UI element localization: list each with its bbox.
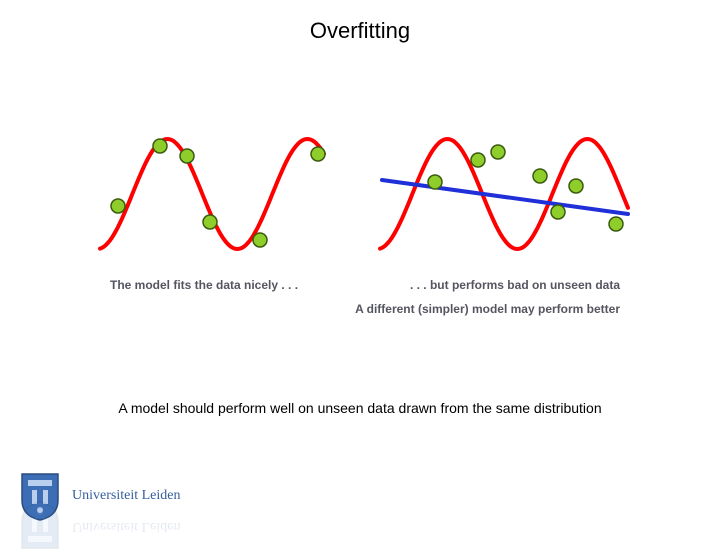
caption-right: . . . but performs bad on unseen data <box>410 278 620 292</box>
caption-row: The model fits the data nicely . . . . .… <box>0 278 720 292</box>
chart-right-svg <box>370 104 630 264</box>
slide-title: Overfitting <box>0 0 720 44</box>
logo-text: Universiteit Leiden <box>72 488 180 504</box>
chart-left-panel <box>90 104 330 264</box>
chart-right-panel <box>370 104 630 264</box>
caption-left: The model fits the data nicely . . . <box>110 278 298 292</box>
caption-extra: A different (simpler) model may perform … <box>0 302 720 316</box>
conclusion-text: A model should perform well on unseen da… <box>0 400 720 416</box>
logo-crest-icon <box>18 470 62 522</box>
chart-left-svg <box>90 104 330 264</box>
charts-container <box>0 104 720 264</box>
university-logo: Universiteit Leiden <box>18 470 180 522</box>
